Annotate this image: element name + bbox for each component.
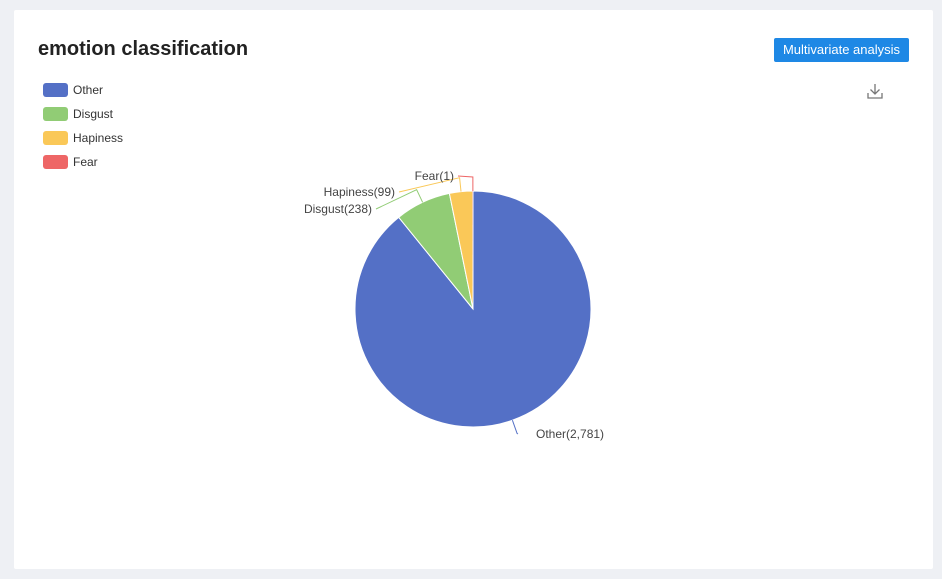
download-icon[interactable] bbox=[866, 82, 884, 100]
legend-swatch-fear bbox=[43, 155, 68, 169]
legend-item-hapiness[interactable]: Hapiness bbox=[43, 126, 123, 150]
legend-item-disgust[interactable]: Disgust bbox=[43, 102, 123, 126]
legend-swatch-hapiness bbox=[43, 131, 68, 145]
legend-item-fear[interactable]: Fear bbox=[43, 150, 123, 174]
legend-label-hapiness: Hapiness bbox=[73, 131, 124, 145]
multivariate-analysis-button[interactable]: Multivariate analysis bbox=[773, 38, 909, 62]
legend-item-other[interactable]: Other bbox=[43, 78, 123, 102]
pie-label-fear: Fear(1) bbox=[415, 169, 454, 183]
chart-card: emotion classification Multivariate anal… bbox=[14, 10, 933, 569]
pie-leader-hapiness bbox=[398, 177, 462, 193]
legend-label-other: Other bbox=[73, 83, 104, 97]
pie-leader-disgust bbox=[375, 188, 424, 210]
pie-leader-fear bbox=[457, 175, 474, 192]
chart-legend: Other Disgust Hapiness Fear bbox=[43, 78, 123, 174]
pie-label-hapiness: Hapiness(99) bbox=[324, 185, 395, 199]
pie-label-other: Other(2,781) bbox=[536, 427, 604, 441]
legend-swatch-disgust bbox=[43, 107, 68, 121]
pie-chart: Other(2,781) Disgust(238) Hapiness(99) Fear… bbox=[304, 169, 604, 441]
legend-label-disgust: Disgust bbox=[73, 107, 114, 121]
legend-swatch-other bbox=[43, 83, 68, 97]
pie-slice-other[interactable] bbox=[354, 190, 592, 428]
legend-label-fear: Fear bbox=[73, 155, 98, 169]
pie-leader-other bbox=[511, 420, 519, 435]
pie-label-disgust: Disgust(238) bbox=[304, 202, 372, 216]
chart-title: emotion classification bbox=[38, 38, 249, 60]
